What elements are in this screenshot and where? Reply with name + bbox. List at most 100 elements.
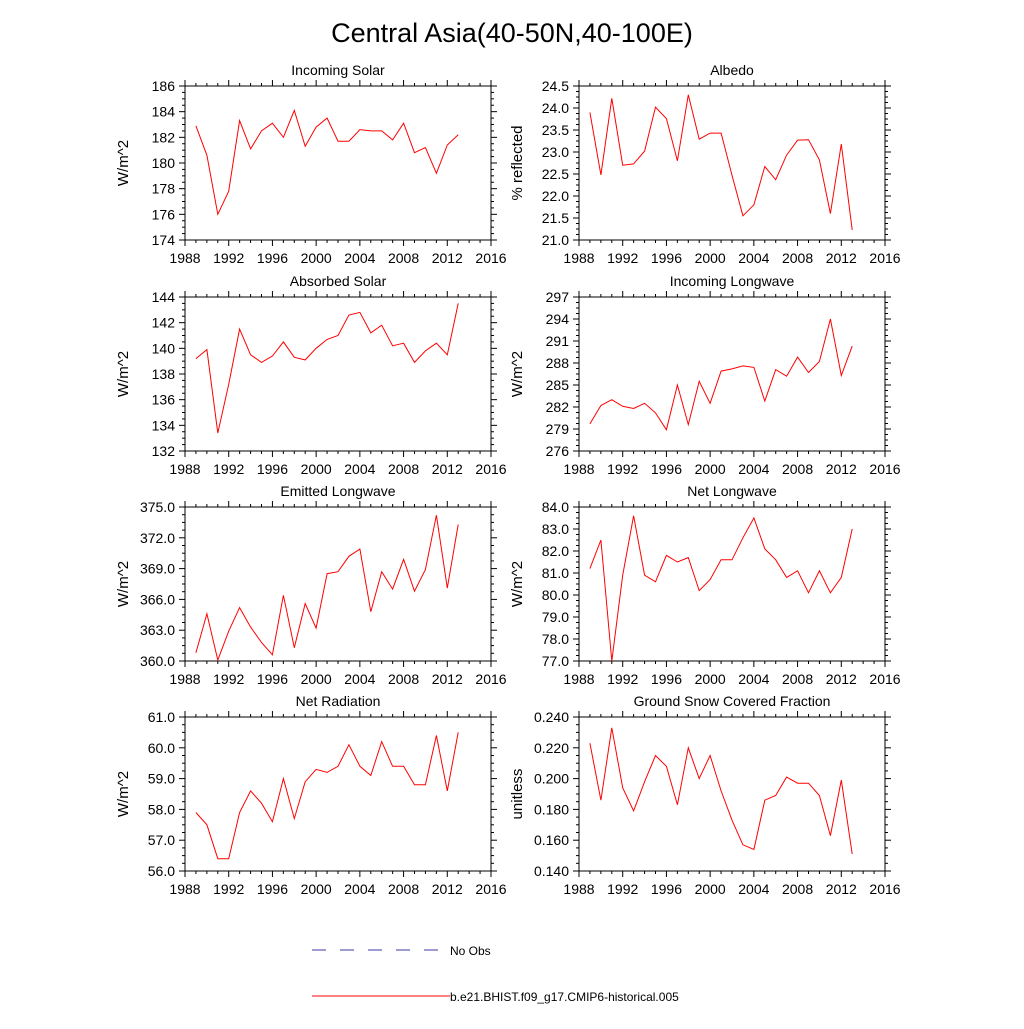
data-point (205, 823, 208, 826)
x-tick-label: 1996 (257, 881, 288, 897)
panel-title: Net Radiation (296, 693, 381, 709)
data-point (194, 357, 197, 360)
y-tick-label: 78.0 (542, 631, 569, 647)
y-tick-label: 366.0 (140, 591, 175, 607)
data-point (293, 817, 296, 820)
y-tick-label: 132 (152, 443, 176, 459)
data-point (763, 799, 766, 802)
y-tick-label: 61.0 (148, 709, 175, 725)
data-point (752, 203, 755, 206)
y-tick-label: 176 (152, 206, 176, 222)
data-point (665, 428, 668, 431)
data-point (731, 819, 734, 822)
data-point (315, 126, 318, 129)
panel-net-longwave: Net Longwave W/m^2 1988 1992 1996 2000 2004 200… (509, 483, 901, 687)
data-point (665, 117, 668, 120)
x-tick-label: 1996 (651, 671, 682, 687)
panel-title: Ground Snow Covered Fraction (634, 693, 831, 709)
x-tick-label: 2012 (826, 250, 857, 266)
data-point (676, 384, 679, 387)
figure-title: Central Asia(40-50N,40-100E) (331, 18, 693, 48)
x-tick-label: 1988 (169, 881, 200, 897)
data-point (829, 212, 832, 215)
data-point (654, 754, 657, 757)
data-point (698, 589, 701, 592)
x-tick-label: 1996 (651, 881, 682, 897)
x-tick-label: 1988 (563, 881, 594, 897)
y-tick-label: 22.0 (542, 188, 569, 204)
x-tick-label: 2008 (388, 671, 419, 687)
y-tick-label: 80.0 (542, 587, 569, 603)
data-point (796, 356, 799, 359)
data-point (588, 742, 591, 745)
data-point (435, 734, 438, 737)
data-point (774, 178, 777, 181)
data-point (402, 765, 405, 768)
data-point (698, 380, 701, 383)
data-point (687, 746, 690, 749)
panel-title: Incoming Solar (291, 62, 385, 78)
data-point (238, 606, 241, 609)
data-point (818, 360, 821, 363)
data-point (326, 338, 329, 341)
y-tick-label: 21.0 (542, 232, 569, 248)
y-tick-label: 294 (546, 311, 570, 327)
data-point (763, 547, 766, 550)
x-tick-label: 1988 (563, 671, 594, 687)
x-tick-label: 2008 (388, 250, 419, 266)
data-point (807, 371, 810, 374)
data-point (654, 411, 657, 414)
data-point (457, 133, 460, 136)
y-tick-label: 178 (152, 181, 176, 197)
data-point (326, 572, 329, 575)
x-tick-label: 2000 (301, 461, 332, 477)
data-point (654, 580, 657, 583)
x-tick-label: 2004 (344, 250, 375, 266)
data-point (249, 147, 252, 150)
x-tick-label: 2004 (738, 250, 769, 266)
data-point (369, 610, 372, 613)
x-tick-label: 2004 (738, 461, 769, 477)
legend-model-label: b.e21.BHIST.f09_g17.CMIP6-historical.005 (450, 990, 679, 1004)
x-tick-label: 1996 (651, 461, 682, 477)
data-point (304, 602, 307, 605)
y-tick-label: 369.0 (140, 561, 175, 577)
data-point (446, 789, 449, 792)
data-point (687, 93, 690, 96)
data-point (610, 398, 613, 401)
y-tick-label: 372.0 (140, 530, 175, 546)
data-point (818, 158, 821, 161)
data-point (293, 109, 296, 112)
data-point (216, 857, 219, 860)
y-tick-label: 77.0 (542, 653, 569, 669)
data-point (720, 370, 723, 373)
series-line (589, 727, 853, 855)
y-tick-label: 84.0 (542, 499, 569, 515)
data-point (687, 423, 690, 426)
data-point (413, 151, 416, 154)
data-point (829, 591, 832, 594)
y-tick-label: 58.0 (148, 801, 175, 817)
data-point (785, 576, 788, 579)
data-point (227, 383, 230, 386)
data-point (424, 568, 427, 571)
data-point (326, 117, 329, 120)
x-tick-label: 2016 (869, 671, 900, 687)
data-point (413, 590, 416, 593)
data-point (774, 794, 777, 797)
x-tick-label: 1992 (213, 881, 244, 897)
data-point (337, 140, 340, 143)
y-tick-label: 79.0 (542, 609, 569, 625)
data-point (293, 356, 296, 359)
data-point (358, 548, 361, 551)
y-axis-label: unitless (509, 769, 526, 820)
data-point (347, 743, 350, 746)
x-tick-label: 2012 (432, 250, 463, 266)
data-point (698, 138, 701, 141)
y-tick-label: 144 (152, 289, 176, 305)
x-tick-label: 2000 (301, 881, 332, 897)
y-tick-label: 57.0 (148, 832, 175, 848)
data-point (687, 556, 690, 559)
x-tick-label: 2008 (388, 461, 419, 477)
